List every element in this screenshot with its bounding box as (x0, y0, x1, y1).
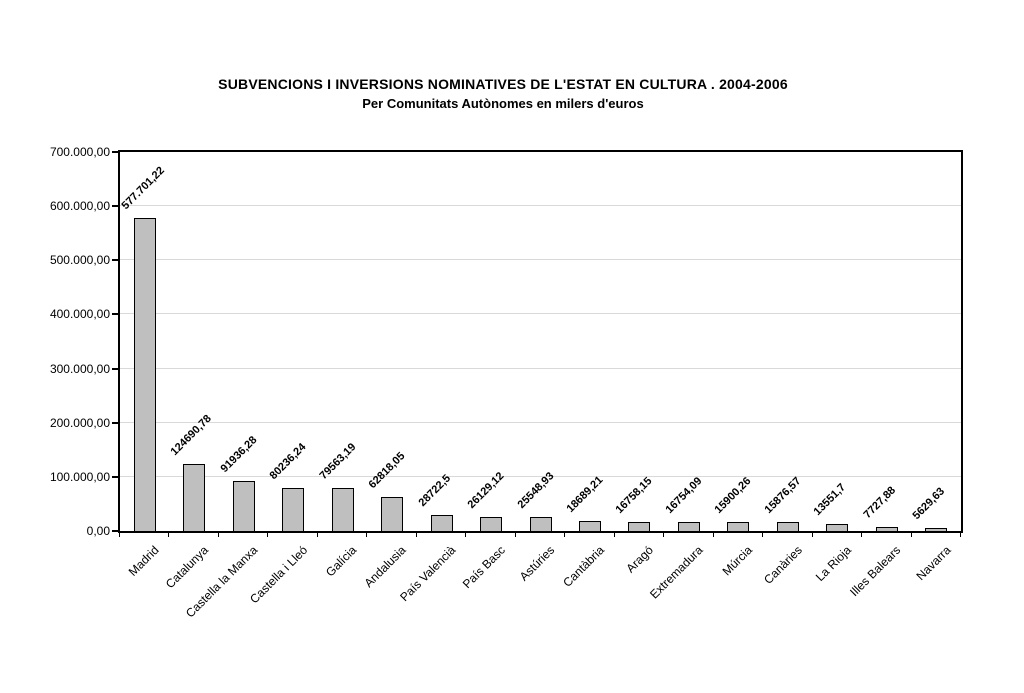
gridline (120, 367, 961, 369)
bar-value-label: 91936,28 (218, 434, 260, 476)
y-axis-tick-label: 200.000,00 (49, 415, 110, 430)
bar (776, 522, 799, 531)
bar-value-label: 7727,88 (861, 484, 898, 521)
bar (480, 516, 503, 531)
bar-value-label: 15876,57 (762, 475, 804, 517)
plot-area: 577.701,22 124690,78 91936,28 80236,24 79563… (118, 150, 963, 533)
x-axis-category-label: Illes Balears (847, 543, 904, 600)
x-axis-tick (465, 533, 467, 537)
bar-value-label: 28722,5 (416, 472, 453, 510)
x-axis-category-label: Catalunya (163, 543, 212, 592)
bar (677, 521, 700, 531)
gridline (120, 313, 961, 315)
y-axis-tick (112, 367, 118, 370)
bar (232, 481, 255, 531)
bar (529, 517, 552, 531)
bar-value-label: 15900,26 (712, 475, 754, 517)
chart-subtitle: Per Comunitats Autònomes en milers d'eur… (362, 96, 644, 111)
x-axis-tick (119, 533, 120, 537)
gridline (120, 259, 961, 261)
x-axis-tick (366, 533, 368, 537)
y-axis-tick (112, 151, 118, 153)
chart-title: SUBVENCIONS I INVERSIONS NOMINATIVES DE … (218, 76, 788, 92)
x-axis-tick (267, 533, 269, 537)
y-axis-tick (112, 421, 118, 424)
bar-value-label: 16754,09 (663, 475, 705, 516)
gridline (120, 205, 961, 207)
bar-value-label: 5629,63 (910, 485, 948, 522)
bar (331, 487, 354, 531)
bar (282, 487, 305, 531)
gridline (120, 421, 961, 423)
bar (875, 526, 898, 531)
y-axis-tick (112, 530, 118, 532)
bar-value-label: 124690,78 (168, 412, 214, 458)
y-axis-tick-label: 300.000,00 (49, 361, 110, 376)
x-axis-tick (613, 533, 615, 537)
x-axis-tick (415, 533, 417, 537)
y-axis-tick (112, 205, 118, 208)
x-axis-category-label: Galícia (323, 543, 360, 580)
y-axis-tick (112, 259, 118, 262)
x-axis-category-label: Aragó (623, 543, 657, 576)
bar (183, 463, 206, 531)
x-axis-tick (861, 533, 863, 537)
x-axis-category-label: La Rioja (813, 543, 855, 585)
x-axis-category-label: Astúries (516, 543, 558, 584)
x-axis-tick (168, 533, 170, 537)
bar-value-label: 18689,21 (564, 473, 606, 515)
bar (925, 527, 948, 531)
bar-value-label: 13551,7 (811, 481, 849, 518)
y-axis-tick (112, 313, 118, 316)
x-axis-tick (762, 533, 764, 537)
bar (628, 521, 651, 531)
x-axis-tick (217, 533, 219, 537)
y-axis-tick (112, 475, 118, 478)
bar (133, 218, 156, 531)
x-axis-tick (910, 533, 912, 537)
x-axis-tick (316, 533, 318, 537)
y-axis-tick-label: 0,00 (86, 524, 110, 538)
bar (381, 497, 404, 531)
x-axis-tick (663, 533, 665, 537)
x-axis-tick (564, 533, 566, 537)
y-axis-tick-label: 600.000,00 (49, 199, 110, 214)
x-axis-tick (514, 533, 516, 537)
x-axis-category-label: Navarra (913, 543, 954, 584)
x-axis-category-label: Cantàbria (560, 543, 607, 590)
y-axis-tick-label: 100.000,00 (49, 469, 110, 484)
bar (727, 522, 750, 531)
bar (578, 520, 601, 531)
bar-value-label: 16758,15 (613, 475, 655, 516)
x-axis-category-label: Múrcia (719, 543, 756, 579)
x-axis-tick (960, 533, 961, 537)
x-axis-tick (712, 533, 714, 537)
bar (826, 523, 849, 531)
x-axis-category-label: Andalusia (361, 543, 409, 591)
x-axis-category-label: Extremadura (647, 543, 706, 602)
bar-value-label: 62818,05 (366, 450, 408, 491)
x-axis-category-label: Canàries (760, 543, 805, 587)
y-axis-tick-label: 400.000,00 (49, 307, 110, 322)
bar (430, 515, 453, 531)
y-axis-tick-label: 700.000,00 (49, 145, 110, 159)
gridline (120, 475, 961, 477)
y-axis-tick-label: 500.000,00 (49, 253, 110, 268)
x-axis-category-label: Madrid (125, 543, 162, 579)
x-axis-category-label: País Basc (459, 543, 508, 592)
x-axis-tick (811, 533, 813, 537)
